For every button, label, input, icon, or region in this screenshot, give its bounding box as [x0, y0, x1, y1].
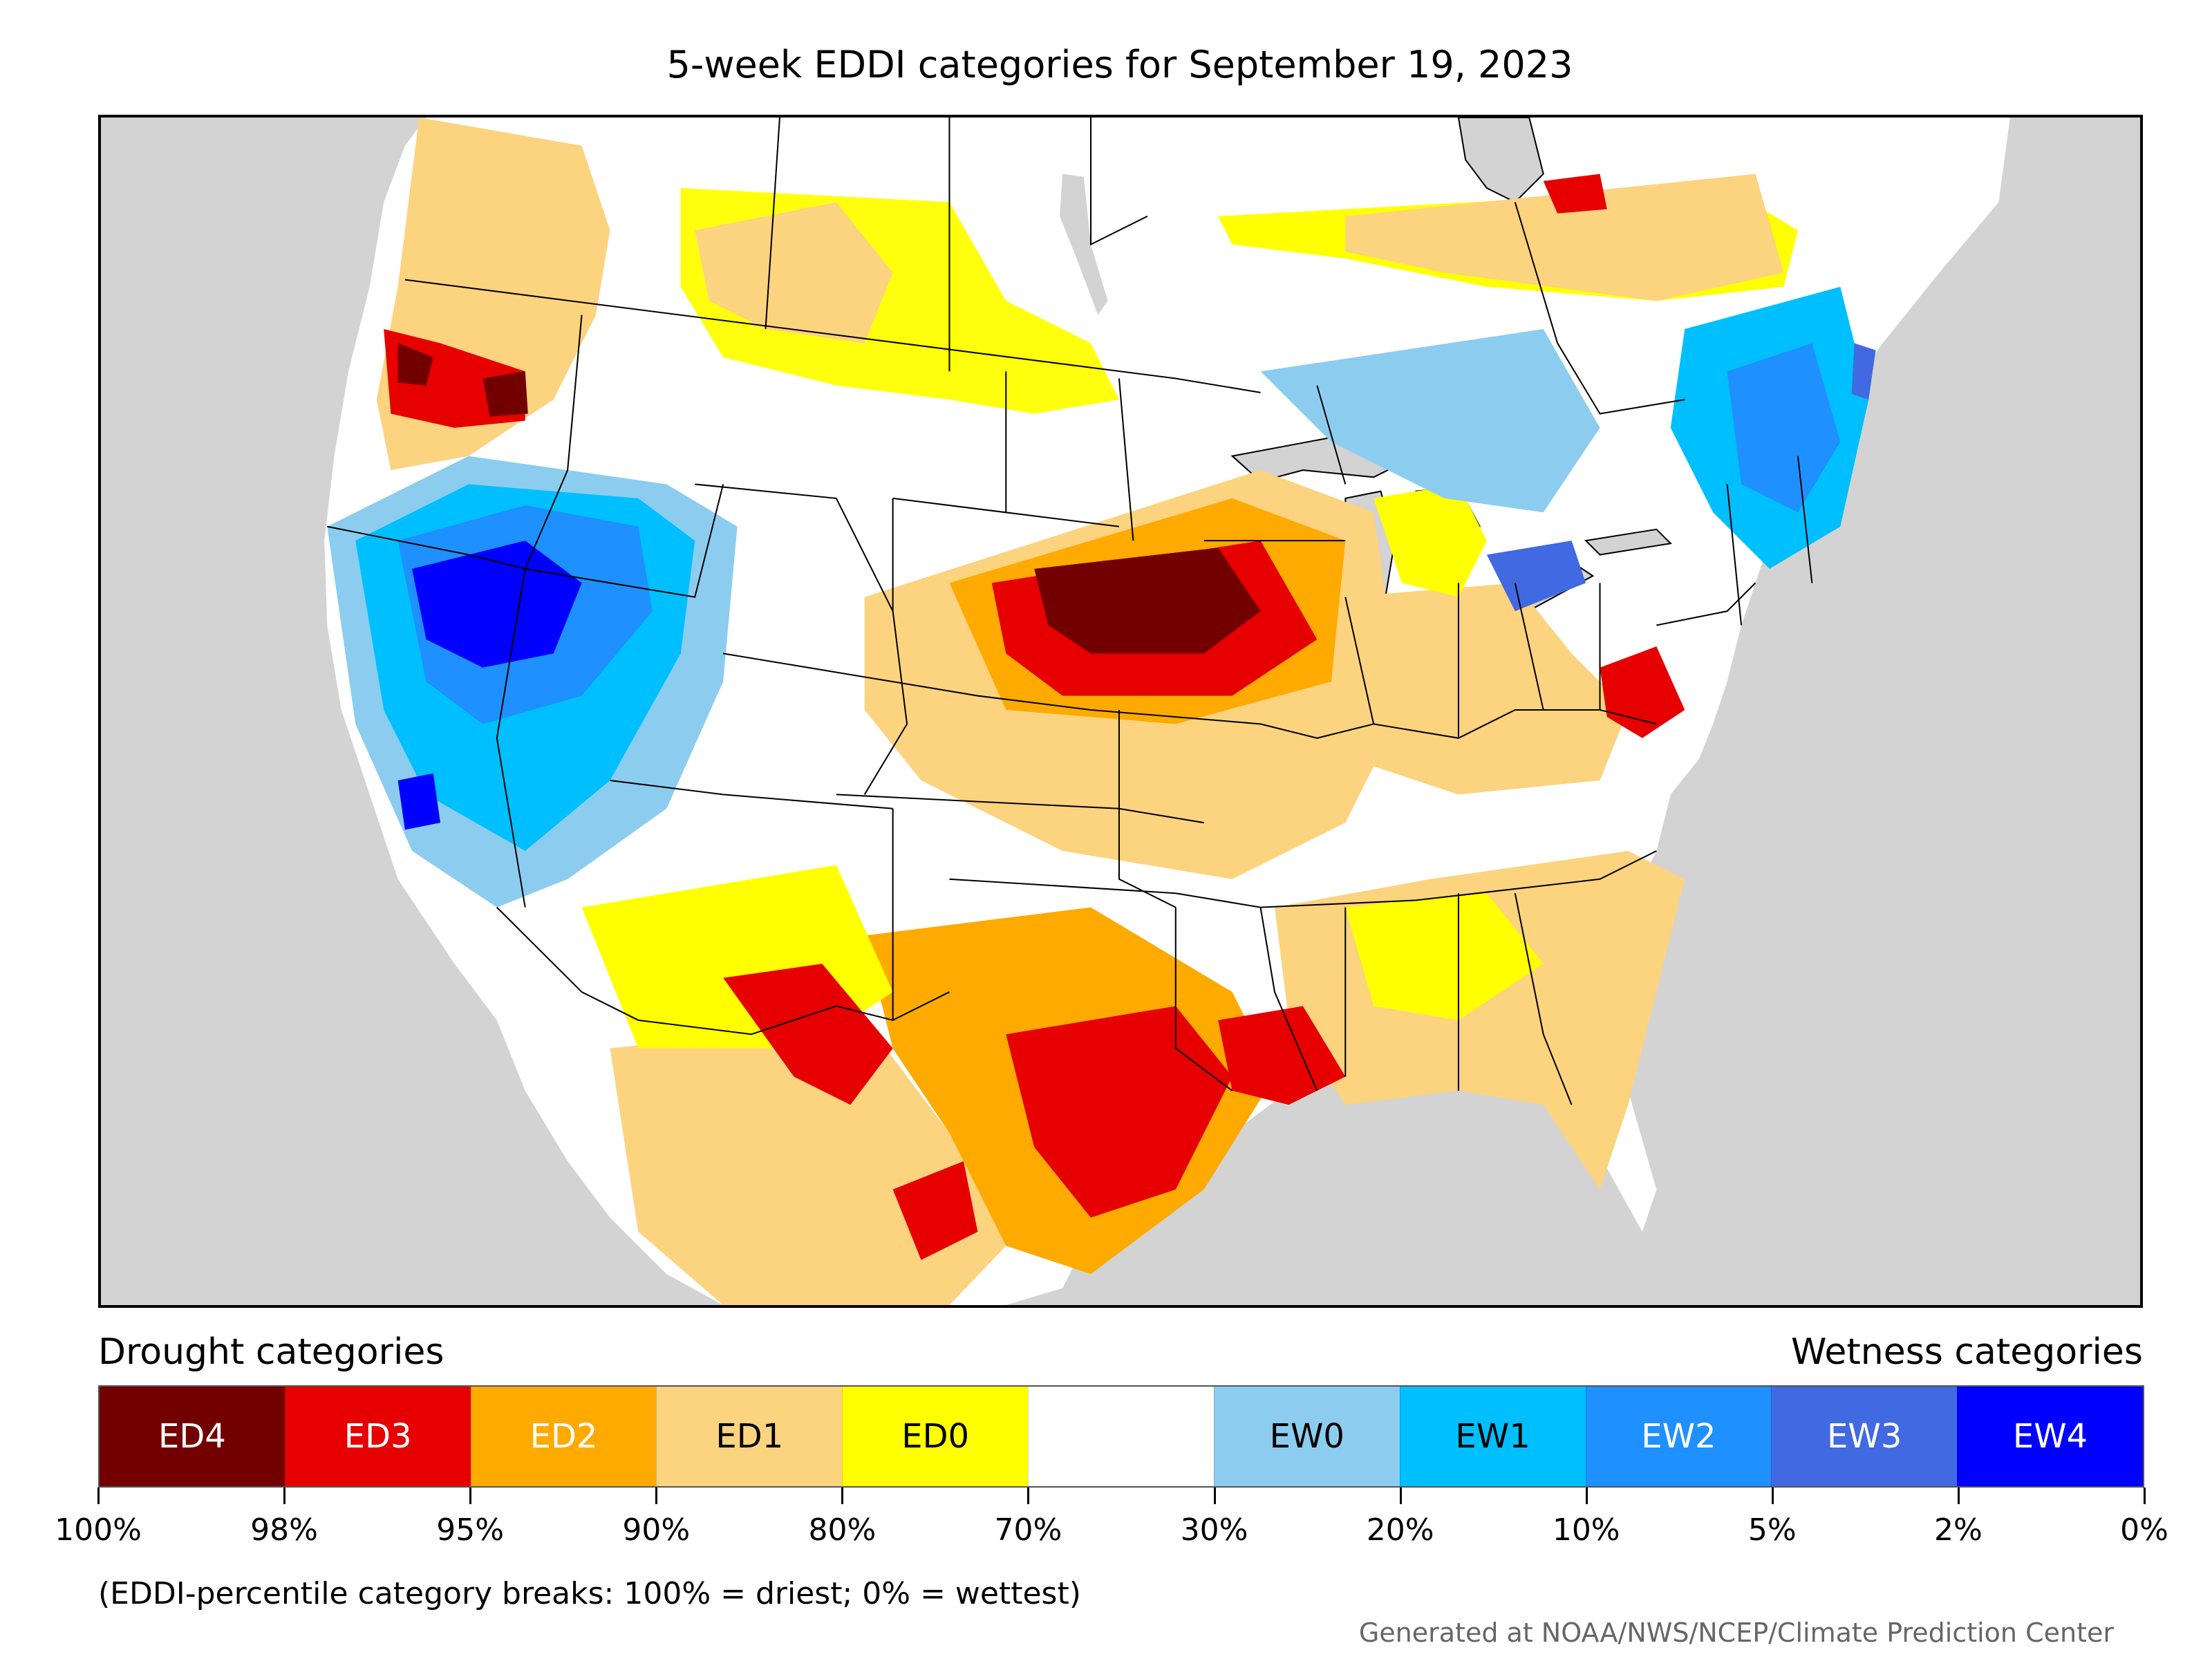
map-svg	[324, 118, 2010, 1305]
region-ed1	[695, 202, 893, 344]
lake-winnipeg	[1060, 174, 1108, 315]
colorbar-tick-label: 70%	[994, 1512, 1062, 1548]
colorbar-tick	[97, 1488, 100, 1504]
colorbar-cell: EW3	[1771, 1387, 1958, 1486]
colorbar-cell: ED2	[470, 1387, 657, 1486]
eddi-map	[98, 115, 2143, 1308]
colorbar-tick-label: 0%	[2120, 1512, 2168, 1548]
colorbar-tick	[1027, 1488, 1030, 1504]
colorbar-tick-label: 10%	[1552, 1512, 1620, 1548]
region-ed1	[1345, 174, 1784, 301]
wetness-categories-heading: Wetness categories	[1791, 1331, 2143, 1373]
colorbar-tick	[2144, 1488, 2146, 1504]
colorbar-tick	[655, 1488, 658, 1504]
colorbar-tick-label: 30%	[1180, 1512, 1248, 1548]
colorbar-tick-label: 90%	[622, 1512, 691, 1548]
region-ed3	[1218, 1006, 1346, 1105]
colorbar-tick	[1585, 1488, 1588, 1504]
colorbar-tick-label: 80%	[808, 1512, 877, 1548]
colorbar-tick-label: 20%	[1366, 1512, 1434, 1548]
region-ed4	[397, 343, 528, 417]
region-ed0	[1374, 484, 1487, 597]
region-ed0	[1345, 893, 1544, 1020]
colorbar-cell: EW4	[1957, 1387, 2143, 1486]
category-breaks-note: (EDDI-percentile category breaks: 100% =…	[98, 1576, 1081, 1611]
region-ew3	[1486, 343, 1876, 612]
colorbar-tick	[841, 1488, 844, 1504]
colorbar-tick-label: 2%	[1934, 1512, 1983, 1548]
region-ed3	[723, 964, 978, 1260]
colorbar-cell: EW0	[1213, 1387, 1400, 1486]
region-ed1	[1345, 583, 1629, 795]
colorbar-ticks	[97, 1488, 2146, 1508]
source-credit: Generated at NOAA/NWS/NCEP/Climate Predi…	[1358, 1618, 2114, 1648]
colorbar-cell: ED1	[656, 1387, 843, 1486]
colorbar-cell	[1028, 1387, 1214, 1486]
colorbar-cell: ED4	[100, 1387, 285, 1486]
colorbar-tick	[1771, 1488, 1774, 1504]
colorbar-cell: ED3	[284, 1387, 471, 1486]
colorbar-tick	[1399, 1488, 1402, 1504]
region-ed4	[1034, 547, 1261, 654]
colorbar-tick	[1213, 1488, 1216, 1504]
drought-categories-heading: Drought categories	[98, 1331, 444, 1373]
colorbar-tick	[283, 1488, 286, 1504]
colorbar-tick-label: 95%	[436, 1512, 505, 1548]
category-colorbar: ED4 ED3 ED2 ED1 ED0 EW0 EW1 EW2 EW3 EW4	[98, 1385, 2144, 1488]
colorbar-tick-label: 98%	[250, 1512, 318, 1548]
colorbar-tick	[1957, 1488, 1960, 1504]
region-ew4	[397, 541, 582, 830]
region-ew0	[1260, 329, 1600, 513]
colorbar-tick-label: 100%	[55, 1512, 142, 1548]
category-regions	[327, 118, 1876, 1305]
colorbar-tick-labels: 100% 98% 95% 90% 80% 70% 30% 20% 10% 5% 2% 0%	[55, 1512, 2168, 1554]
region-ed1	[610, 1020, 1006, 1305]
colorbar-cell: EW2	[1585, 1387, 1772, 1486]
colorbar-tick-label: 5%	[1747, 1512, 1797, 1548]
gulf-of-california	[489, 1034, 610, 1305]
colorbar-tick	[469, 1488, 472, 1504]
figure-title: 5-week EDDI categories for September 19,…	[666, 43, 1573, 86]
state-boundaries	[327, 118, 1813, 1105]
region-ed3	[1006, 1006, 1232, 1218]
region-ed3	[1543, 174, 1607, 214]
colorbar-cell: ED0	[842, 1387, 1029, 1486]
region-ew2	[1727, 343, 1841, 513]
colorbar-cell: EW1	[1399, 1387, 1586, 1486]
